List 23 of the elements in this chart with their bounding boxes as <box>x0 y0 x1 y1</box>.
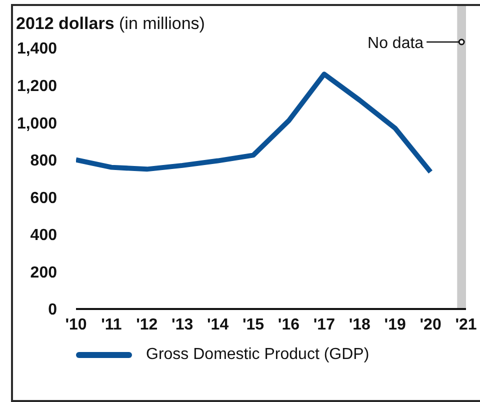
x-tick-label: '11 <box>101 316 122 334</box>
x-tick-label: '19 <box>384 316 406 334</box>
x-tick-label: '20 <box>420 316 442 334</box>
y-tick-label: 800 <box>30 152 58 170</box>
y-tick-label: 1,200 <box>16 78 58 95</box>
x-tick-label: '13 <box>172 316 194 334</box>
x-tick-label: '17 <box>313 316 336 334</box>
y-tick-label: 0 <box>48 302 58 319</box>
y-axis-title: 2012 dollars (in millions) <box>16 14 205 33</box>
x-tick-label: '12 <box>136 316 158 334</box>
x-tick-label: '15 <box>242 316 264 334</box>
y-tick-label: 200 <box>30 264 58 282</box>
x-tick-label: '21 <box>455 316 477 334</box>
x-tick-label: '10 <box>65 316 87 334</box>
y-tick-label: 400 <box>30 227 58 244</box>
y-tick-label: 1,000 <box>16 115 58 132</box>
x-tick-label: '18 <box>348 316 371 334</box>
x-tick-label: '14 <box>207 316 229 334</box>
band-label: No data <box>368 35 424 52</box>
legend-label: Gross Domestic Product (GDP) <box>146 346 370 364</box>
x-tick-label: '16 <box>278 316 300 334</box>
y-tick-label: 1,400 <box>16 40 58 58</box>
y-tick-label: 600 <box>30 190 58 207</box>
